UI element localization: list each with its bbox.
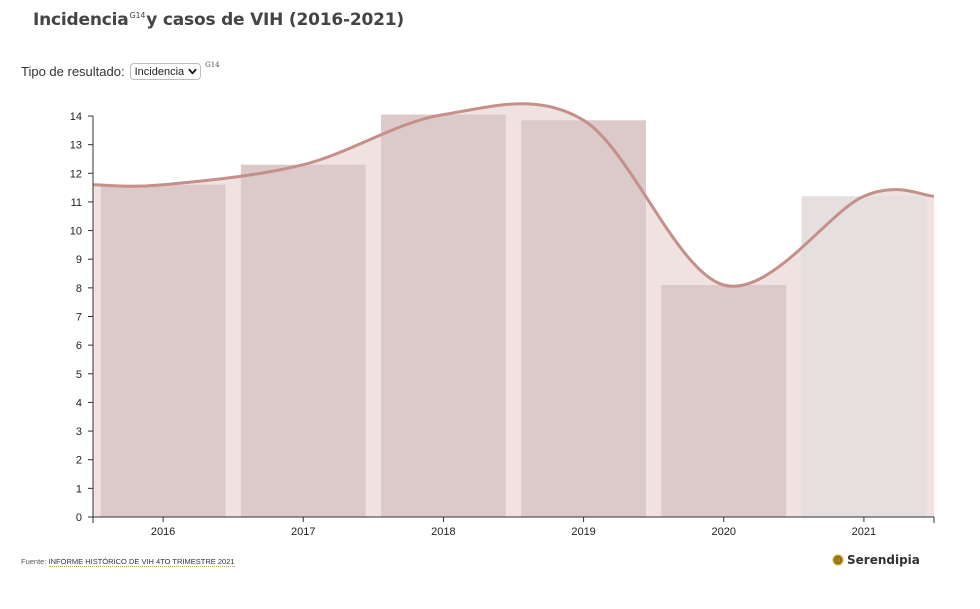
source-note: Fuente: INFORME HISTÓRICO DE VIH 4TO TRI… — [21, 557, 235, 567]
y-tick-label: 1 — [76, 483, 82, 495]
source-label: Fuente: — [21, 557, 47, 566]
x-tick-label: 2019 — [571, 526, 595, 538]
y-tick-label: 5 — [76, 369, 82, 381]
y-tick-label: 13 — [70, 140, 82, 152]
result-type-filter: Tipo de resultado: Incidencia G14 — [21, 60, 220, 80]
y-tick-label: 10 — [70, 226, 82, 238]
x-tick-label: 2020 — [712, 526, 736, 538]
trend-line-layer — [92, 102, 935, 288]
y-tick-label: 8 — [76, 283, 82, 295]
select-value: Incidencia — [134, 65, 185, 78]
bar-2017 — [240, 164, 366, 517]
bar-2019 — [521, 120, 646, 518]
x-tick-label: 2018 — [431, 526, 455, 538]
bar-2016 — [100, 184, 226, 517]
x-tick-label: 2016 — [151, 526, 175, 538]
filter-label: Tipo de resultado: — [21, 64, 125, 79]
chart-title: IncidenciaG14y casos de VIH (2016-2021) — [33, 10, 404, 30]
source-link[interactable]: INFORME HISTÓRICO DE VIH 4TO TRIMESTRE 2… — [48, 557, 235, 567]
title-rest: y casos de VIH (2016-2021) — [146, 10, 404, 30]
brand-logo: Serendipia — [832, 553, 920, 567]
title-main: Incidencia — [33, 10, 129, 30]
brand-name: Serendipia — [847, 553, 920, 567]
y-tick-label: 9 — [76, 254, 82, 266]
title-reference: G14 — [129, 11, 146, 20]
y-tick-label: 7 — [76, 312, 82, 324]
y-tick-label: 2 — [76, 455, 82, 467]
x-tick-label: 2017 — [291, 526, 315, 538]
serendipia-logo-icon — [832, 554, 844, 566]
trend-line — [92, 102, 935, 288]
chevron-down-icon — [188, 68, 197, 75]
y-tick-label: 6 — [76, 340, 82, 352]
y-tick-label: 4 — [76, 397, 82, 409]
y-tick-label: 11 — [71, 197, 82, 209]
bar-2020 — [661, 284, 787, 517]
y-tick-label: 0 — [76, 512, 82, 524]
y-tick-label: 12 — [70, 168, 82, 180]
bar-2021 — [801, 196, 927, 517]
x-tick-label: 2021 — [852, 526, 876, 538]
y-tick-label: 14 — [70, 111, 82, 123]
bars-layer — [100, 114, 927, 518]
result-type-select[interactable]: Incidencia — [129, 63, 202, 80]
y-tick-label: 3 — [76, 426, 82, 438]
bar-2018 — [381, 114, 506, 517]
filter-reference: G14 — [205, 60, 220, 69]
